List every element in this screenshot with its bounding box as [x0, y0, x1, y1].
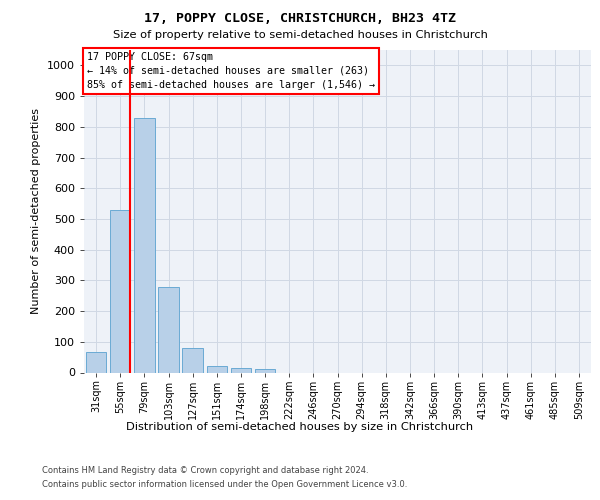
- Text: 17 POPPY CLOSE: 67sqm
← 14% of semi-detached houses are smaller (263)
85% of sem: 17 POPPY CLOSE: 67sqm ← 14% of semi-deta…: [86, 52, 374, 90]
- Bar: [134, 118, 155, 372]
- Bar: [86, 352, 106, 372]
- Y-axis label: Number of semi-detached properties: Number of semi-detached properties: [31, 108, 41, 314]
- Bar: [182, 348, 203, 372]
- Text: Size of property relative to semi-detached houses in Christchurch: Size of property relative to semi-detach…: [113, 30, 487, 40]
- Bar: [255, 369, 275, 372]
- Text: Contains HM Land Registry data © Crown copyright and database right 2024.: Contains HM Land Registry data © Crown c…: [42, 466, 368, 475]
- Bar: [230, 368, 251, 372]
- Bar: [158, 286, 179, 372]
- Bar: [206, 366, 227, 372]
- Bar: [110, 210, 130, 372]
- Text: Distribution of semi-detached houses by size in Christchurch: Distribution of semi-detached houses by …: [127, 422, 473, 432]
- Text: 17, POPPY CLOSE, CHRISTCHURCH, BH23 4TZ: 17, POPPY CLOSE, CHRISTCHURCH, BH23 4TZ: [144, 12, 456, 26]
- Text: Contains public sector information licensed under the Open Government Licence v3: Contains public sector information licen…: [42, 480, 407, 489]
